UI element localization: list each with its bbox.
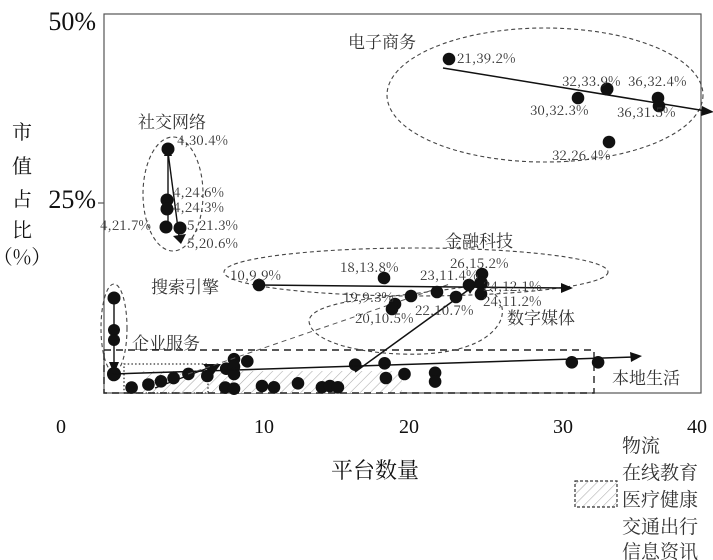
svg-text:搜索引擎: 搜索引擎 bbox=[151, 273, 219, 298]
svg-text:物流: 物流 bbox=[622, 431, 660, 458]
svg-text:4,21.7%: 4,21.7% bbox=[100, 214, 151, 234]
svg-text:0: 0 bbox=[56, 416, 66, 438]
svg-text:32,26.4%: 32,26.4% bbox=[552, 144, 610, 164]
svg-text:平台数量: 平台数量 bbox=[331, 454, 419, 485]
svg-text:10: 10 bbox=[254, 416, 274, 438]
svg-text:医疗健康: 医疗健康 bbox=[622, 485, 698, 512]
svg-text:20: 20 bbox=[399, 416, 419, 438]
svg-text:占: 占 bbox=[12, 183, 32, 212]
svg-text:交通出行: 交通出行 bbox=[622, 512, 698, 539]
svg-text:金融科技: 金融科技 bbox=[445, 227, 513, 252]
svg-text:18,13.8%: 18,13.8% bbox=[340, 256, 398, 276]
svg-text:值: 值 bbox=[12, 150, 32, 179]
svg-text:信息资讯: 信息资讯 bbox=[622, 537, 698, 560]
svg-text:26,15.2%: 26,15.2% bbox=[450, 252, 508, 272]
svg-text:（%）: （%） bbox=[0, 241, 51, 270]
svg-text:24,11.2%: 24,11.2% bbox=[483, 290, 541, 310]
svg-text:21,39.2%: 21,39.2% bbox=[457, 47, 515, 67]
svg-text:企业服务: 企业服务 bbox=[132, 329, 200, 354]
svg-text:50%: 50% bbox=[48, 7, 96, 36]
svg-text:在线教育: 在线教育 bbox=[622, 458, 698, 485]
svg-text:比: 比 bbox=[12, 214, 32, 243]
svg-text:30: 30 bbox=[553, 416, 573, 438]
svg-text:20,10.5%: 20,10.5% bbox=[355, 307, 413, 327]
svg-text:4,30.4%: 4,30.4% bbox=[177, 129, 228, 149]
svg-text:10,9.9%: 10,9.9% bbox=[230, 264, 281, 284]
svg-text:40: 40 bbox=[687, 416, 707, 438]
svg-text:25%: 25% bbox=[48, 185, 96, 214]
svg-text:市: 市 bbox=[12, 116, 32, 145]
svg-text:22,10.7%: 22,10.7% bbox=[415, 299, 473, 319]
svg-text:5,21.3%: 5,21.3% bbox=[187, 214, 238, 234]
svg-text:4,24.3%: 4,24.3% bbox=[173, 196, 224, 216]
svg-text:32,33.9%: 32,33.9% bbox=[562, 70, 620, 90]
svg-text:电子商务: 电子商务 bbox=[348, 28, 416, 53]
svg-text:36,31.5%: 36,31.5% bbox=[617, 101, 675, 121]
svg-text:5,20.6%: 5,20.6% bbox=[187, 232, 238, 252]
svg-text:本地生活: 本地生活 bbox=[612, 364, 680, 389]
svg-text:36,32.4%: 36,32.4% bbox=[628, 70, 686, 90]
svg-text:30,32.3%: 30,32.3% bbox=[530, 99, 588, 119]
svg-text:19,9.3%: 19,9.3% bbox=[343, 286, 394, 306]
